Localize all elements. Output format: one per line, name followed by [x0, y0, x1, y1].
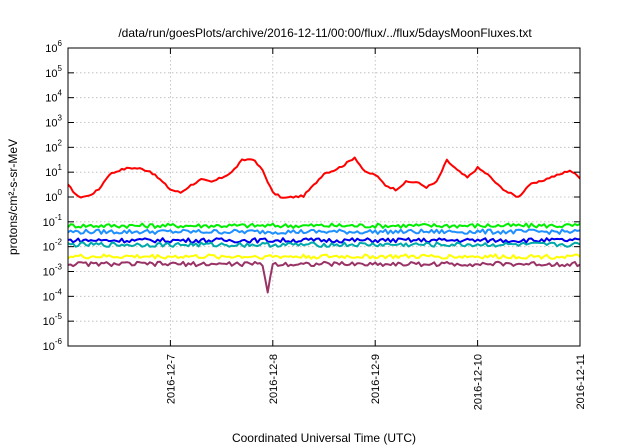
y-tick-label: 100 — [45, 188, 62, 204]
series-line — [67, 241, 581, 248]
axis-ticks — [68, 47, 581, 347]
series-line — [67, 228, 581, 235]
x-tick-label: 2016-12-8 — [268, 354, 280, 404]
x-tick-label: 2016-12-11 — [575, 354, 587, 409]
y-tick-label: 103 — [45, 114, 62, 130]
series-line — [67, 253, 581, 260]
y-tick-label: 105 — [45, 64, 62, 80]
x-tick-labels: 2016-12-7 2016-12-8 2016-12-9 2016-12-10 201… — [165, 354, 587, 410]
y-tick-label: 104 — [45, 89, 62, 105]
chart-title: /data/run/goesPlots/archive/2016-12-11/0… — [118, 26, 532, 40]
x-tick-label: 2016-12-9 — [370, 354, 382, 404]
y-tick-label: 101 — [45, 163, 62, 179]
y-tick-label: 10-6 — [43, 337, 63, 353]
y-tick-label: 10-1 — [43, 213, 63, 229]
y-tick-label: 10-4 — [43, 287, 63, 303]
grid-lines — [68, 48, 580, 346]
y-tick-label: 106 — [45, 39, 62, 55]
y-tick-label: 10-2 — [43, 238, 63, 254]
series-line — [67, 237, 581, 244]
y-axis-label: protons/cm²-s-sr-MeV — [6, 139, 20, 255]
x-tick-label: 2016-12-10 — [473, 354, 485, 410]
series-line — [67, 156, 581, 199]
y-tick-label: 102 — [45, 138, 62, 154]
y-tick-labels: 10-6 10-5 10-4 10-3 10-2 10-1 100 101 102 103 104 1… — [43, 39, 63, 353]
series-line — [67, 260, 581, 294]
series-line — [67, 222, 581, 229]
series-lines — [67, 156, 581, 294]
y-tick-label: 10-3 — [43, 263, 63, 279]
x-axis-label: Coordinated Universal Time (UTC) — [232, 431, 416, 445]
x-tick-label: 2016-12-7 — [165, 354, 177, 404]
y-tick-label: 10-5 — [43, 312, 63, 328]
